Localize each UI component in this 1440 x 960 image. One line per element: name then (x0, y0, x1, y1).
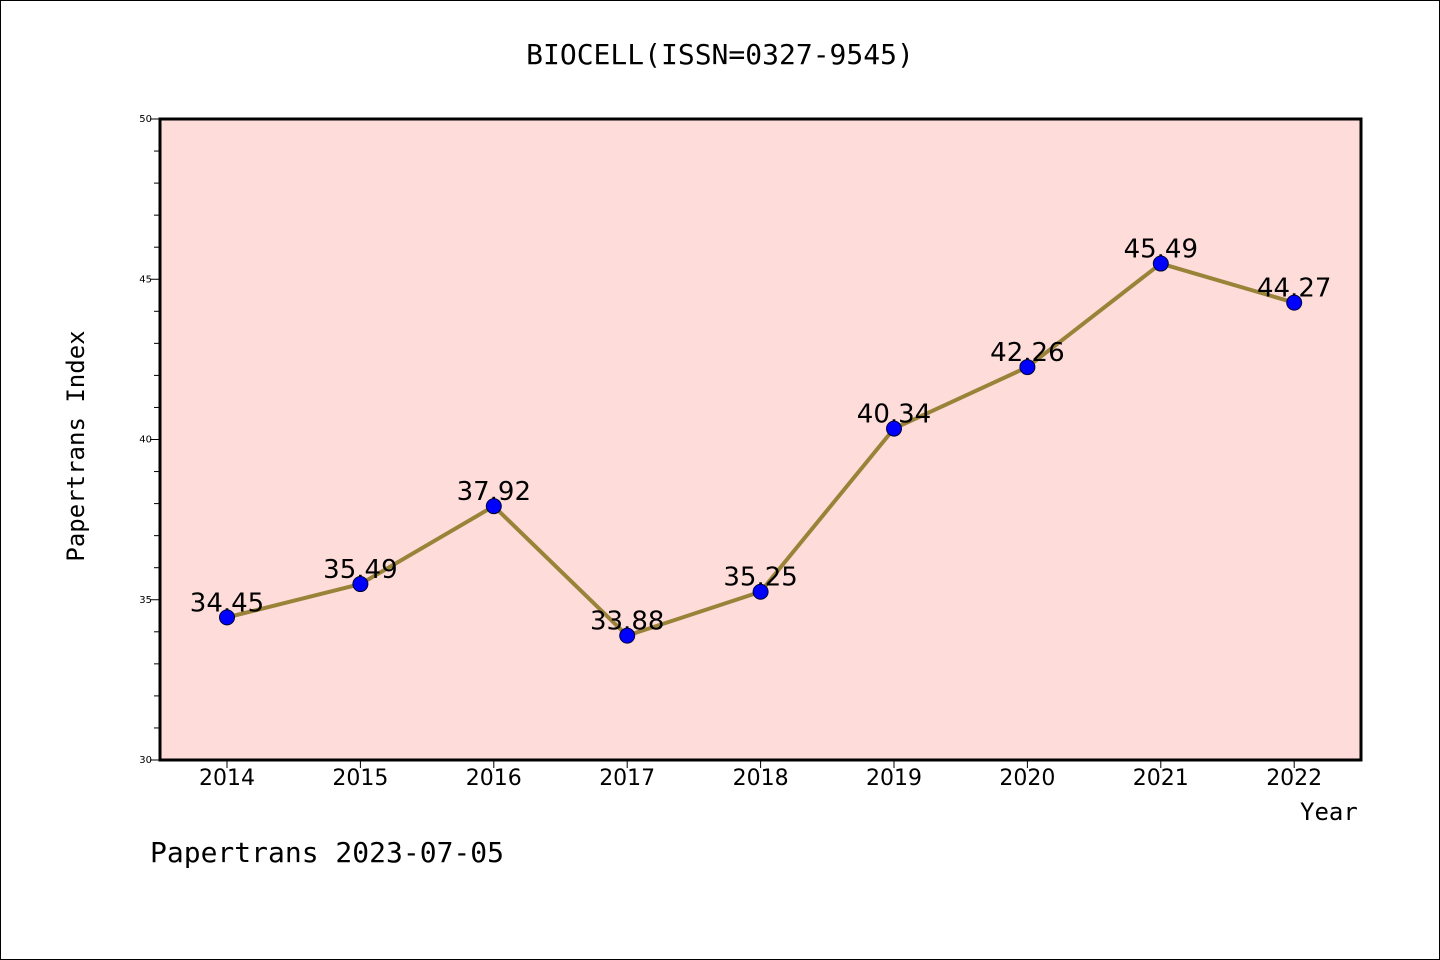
watermark-text: Papertrans 2023-07-05 (150, 836, 505, 869)
x-tick-label: 2014 (199, 766, 255, 791)
x-tick-label: 2021 (1133, 766, 1189, 791)
y-axis-label: Papertrans Index (62, 330, 90, 562)
data-point (485, 498, 502, 515)
data-point (1152, 255, 1169, 272)
x-tick-label: 2019 (866, 766, 922, 791)
x-tick-label: 2022 (1266, 766, 1322, 791)
x-tick-label: 2016 (466, 766, 522, 791)
y-tick-label: 30 (139, 755, 152, 766)
data-point (752, 583, 769, 600)
plot-border (158, 117, 1363, 762)
y-tick-label: 45 (139, 274, 152, 285)
data-point (352, 576, 369, 593)
x-tick-label: 2015 (332, 766, 388, 791)
data-point (886, 420, 902, 437)
data-point (219, 609, 235, 626)
x-tick-label: 2017 (599, 766, 655, 791)
plot-area (160, 119, 1361, 760)
x-tick-label: 2020 (999, 766, 1055, 791)
y-tick-label: 35 (139, 595, 152, 606)
y-tick-label: 50 (139, 114, 152, 125)
x-axis-label: Year (1300, 798, 1358, 826)
y-tick-label: 40 (139, 435, 152, 446)
data-point (1286, 294, 1303, 311)
data-point (1019, 359, 1036, 376)
data-point (619, 627, 636, 644)
chart-title: BIOCELL(ISSN=0327-9545) (526, 38, 914, 71)
x-tick-label: 2018 (733, 766, 789, 791)
